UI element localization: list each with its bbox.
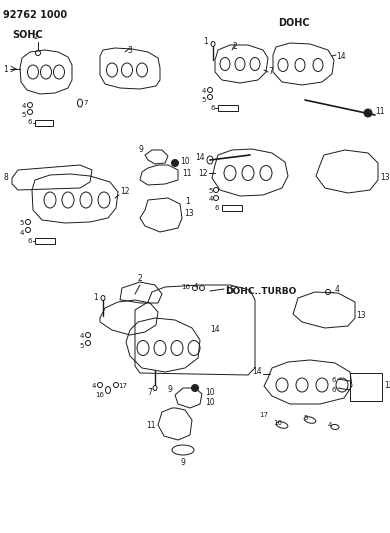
Text: 15: 15: [225, 286, 235, 295]
Text: 13: 13: [380, 174, 390, 182]
Bar: [35, 120, 53, 126]
Text: 11: 11: [375, 108, 385, 117]
Text: 14: 14: [210, 326, 220, 335]
Text: 11: 11: [147, 421, 156, 430]
Text: 4: 4: [335, 286, 340, 295]
Text: 5: 5: [21, 112, 26, 118]
Text: 4: 4: [194, 283, 198, 289]
Text: 6: 6: [215, 205, 219, 211]
Text: 14: 14: [336, 52, 346, 61]
Text: 3: 3: [128, 46, 133, 55]
Text: 10: 10: [205, 388, 215, 397]
Text: 17: 17: [118, 383, 127, 389]
Text: 4: 4: [92, 383, 96, 389]
Text: 13: 13: [184, 209, 193, 219]
Text: 16: 16: [95, 392, 104, 398]
Text: 5: 5: [304, 415, 308, 421]
Text: 7: 7: [268, 68, 273, 77]
Text: 11: 11: [182, 169, 191, 179]
Text: 4: 4: [80, 333, 84, 339]
Text: 4: 4: [328, 422, 332, 428]
Text: 1: 1: [185, 198, 190, 206]
Ellipse shape: [364, 109, 372, 117]
Text: 1: 1: [3, 64, 8, 74]
Bar: [218, 105, 238, 111]
Text: 12: 12: [199, 168, 208, 177]
Text: 7: 7: [147, 388, 152, 397]
Text: 14: 14: [252, 367, 262, 376]
Text: 6: 6: [332, 387, 336, 393]
Bar: [35, 238, 55, 244]
Text: 4: 4: [202, 88, 206, 94]
Text: 92762 1000: 92762 1000: [3, 10, 67, 20]
Text: 16: 16: [273, 420, 282, 426]
Text: 5: 5: [209, 188, 213, 194]
Ellipse shape: [191, 384, 199, 392]
Text: DOHC: DOHC: [278, 18, 310, 28]
Text: 7: 7: [83, 100, 87, 106]
Text: 9: 9: [138, 146, 143, 155]
Text: 6: 6: [28, 238, 32, 244]
Text: 4: 4: [21, 103, 26, 109]
Text: 8: 8: [3, 174, 8, 182]
Text: 17: 17: [259, 412, 268, 418]
Text: 16: 16: [181, 284, 190, 290]
Text: 14: 14: [195, 154, 205, 163]
Text: 6: 6: [332, 377, 336, 383]
Text: 10: 10: [205, 398, 215, 407]
Text: 4: 4: [209, 196, 213, 202]
Text: 5: 5: [20, 220, 24, 226]
Text: 9: 9: [181, 458, 185, 467]
Bar: [222, 205, 242, 211]
Bar: [350, 373, 382, 401]
Text: 9: 9: [167, 385, 172, 394]
Text: 6: 6: [211, 105, 215, 111]
Text: 12: 12: [120, 188, 129, 197]
Text: 2: 2: [34, 34, 38, 40]
Text: 6: 6: [28, 119, 32, 125]
Text: 10: 10: [180, 157, 190, 166]
Text: 12: 12: [384, 381, 390, 390]
Text: 1: 1: [203, 37, 208, 46]
Ellipse shape: [172, 159, 179, 166]
Text: 5: 5: [80, 343, 84, 349]
Text: 4: 4: [20, 230, 24, 236]
Text: 2: 2: [138, 274, 142, 283]
Text: SOHC: SOHC: [12, 30, 43, 40]
Text: 13: 13: [356, 311, 366, 320]
Text: 1: 1: [93, 294, 98, 303]
Text: 5: 5: [202, 97, 206, 103]
Text: DOHC..TURBO: DOHC..TURBO: [225, 287, 296, 296]
Text: 2: 2: [232, 42, 238, 51]
